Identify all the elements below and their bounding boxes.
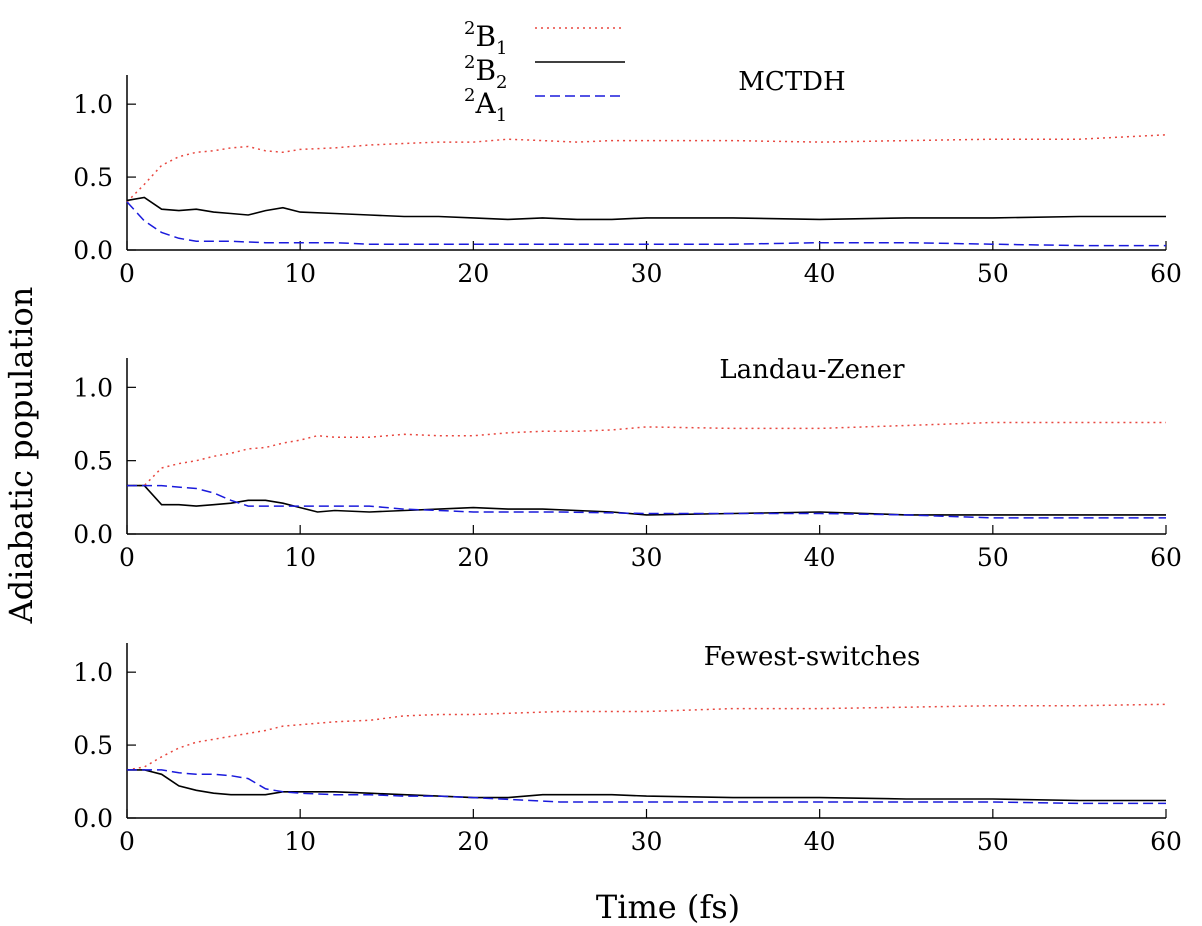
x-tick-label: 20	[457, 827, 489, 856]
y-tick-label: 0.5	[73, 447, 113, 476]
x-tick-label: 0	[119, 543, 135, 572]
x-tick-label: 40	[804, 827, 836, 856]
x-tick-label: 40	[804, 543, 836, 572]
series-line-1	[127, 421, 1166, 487]
x-tick-label: 50	[977, 543, 1009, 572]
y-tick-label: 1.0	[73, 373, 113, 402]
chart-panels: 0.0 0.5 1.0 0 10 20 30 40 50 60 MCTDH 0.0 0.5 1.0 0 10 2…	[73, 67, 1182, 856]
series-line-2	[127, 484, 1166, 516]
x-tick-label: 20	[457, 543, 489, 572]
y-tick-label: 0.0	[73, 804, 113, 833]
panel-1: 0.0 0.5 1.0 0 10 20 30 40 50 60 MCTDH	[73, 67, 1182, 288]
x-tick-label: 60	[1150, 543, 1182, 572]
series-line-3	[126, 201, 1166, 247]
series-line-1	[126, 134, 1167, 203]
x-tick-label: 0	[119, 827, 135, 856]
x-tick-label: 0	[119, 259, 135, 288]
legend-label-3: 2A1	[464, 85, 507, 126]
series-line-1	[126, 703, 1167, 771]
x-tick-label: 10	[284, 259, 316, 288]
y-tick-label: 1.0	[73, 658, 113, 687]
panel-title: Landau-Zener	[719, 355, 905, 385]
series-line-2	[127, 769, 1166, 802]
x-tick-label: 30	[631, 259, 663, 288]
legend-label-2: 2B2	[464, 52, 507, 93]
x-tick-label: 30	[631, 827, 663, 856]
x-axis-title: Time (fs)	[596, 888, 740, 926]
y-tick-label: 0.0	[73, 520, 113, 549]
x-tick-label: 50	[977, 827, 1009, 856]
series-line-2	[126, 196, 1166, 221]
y-tick-label: 1.0	[73, 90, 113, 119]
panel-2: 0.0 0.5 1.0 0 10 20 30 40 50 60 Landau-Zener	[73, 355, 1182, 572]
x-tick-label: 60	[1150, 827, 1182, 856]
panel-3: 0.0 0.5 1.0 0 10 20 30 40 50 60 Fewest-switches	[73, 642, 1182, 856]
x-tick-label: 20	[457, 259, 489, 288]
x-tick-label: 10	[284, 827, 316, 856]
legend-label-1: 2B1	[464, 18, 507, 59]
y-tick-label: 0.5	[73, 731, 113, 760]
panel-title: Fewest-switches	[704, 642, 921, 672]
x-tick-label: 50	[977, 259, 1009, 288]
y-axis-title: Adiabatic population	[2, 287, 40, 625]
panel-title: MCTDH	[738, 67, 845, 97]
x-tick-label: 30	[631, 543, 663, 572]
y-tick-label: 0.0	[73, 236, 113, 265]
x-tick-label: 60	[1150, 259, 1182, 288]
series-line-3	[127, 484, 1166, 519]
x-tick-label: 10	[284, 543, 316, 572]
y-tick-label: 0.5	[73, 163, 113, 192]
series-line-3	[127, 769, 1166, 805]
x-tick-label: 40	[804, 259, 836, 288]
